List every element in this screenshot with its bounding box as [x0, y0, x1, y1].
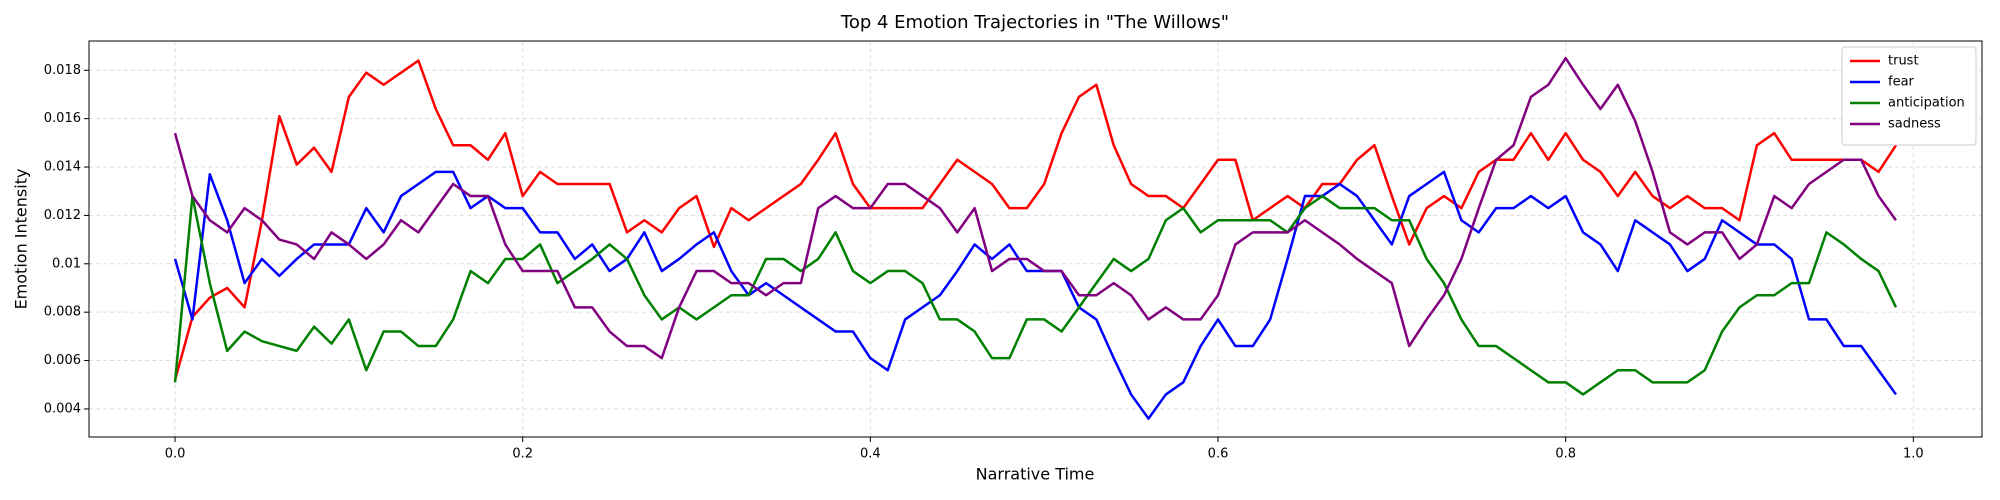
x-tick-label: 0.2	[512, 447, 533, 462]
y-tick-label: 0.012	[44, 208, 81, 223]
legend-box	[1841, 46, 1977, 146]
y-tick-label: 0.018	[44, 63, 81, 78]
series-line	[173, 194, 1898, 396]
y-tick-label: 0.006	[44, 353, 81, 368]
x-tick-label: 0.8	[1555, 447, 1576, 462]
plot-frame	[88, 40, 1983, 438]
y-tick-label: 0.004	[44, 401, 81, 416]
legend-label: sadness	[1888, 117, 1941, 132]
series-line	[173, 56, 1897, 360]
x-tick-label: 0.6	[1208, 447, 1229, 462]
x-tick-label: 0.0	[165, 447, 186, 462]
legend-label: anticipation	[1888, 96, 1965, 111]
y-tick-label: 0.014	[44, 160, 81, 175]
y-axis-label: Emotion Intensity	[12, 169, 31, 310]
y-tick-label: 0.01	[52, 256, 81, 271]
y-tick-label: 0.016	[44, 111, 81, 126]
series-line	[173, 59, 1897, 381]
x-tick-label: 1.0	[1903, 447, 1924, 462]
chart-title: Top 4 Emotion Trajectories in "The Willo…	[840, 12, 1229, 33]
x-tick-label: 0.4	[860, 447, 881, 462]
series-line	[173, 170, 1897, 420]
legend-label: fear	[1888, 75, 1915, 90]
legend-label: trust	[1888, 54, 1919, 69]
y-tick-label: 0.008	[44, 305, 81, 320]
x-axis-label: Narrative Time	[976, 465, 1095, 484]
